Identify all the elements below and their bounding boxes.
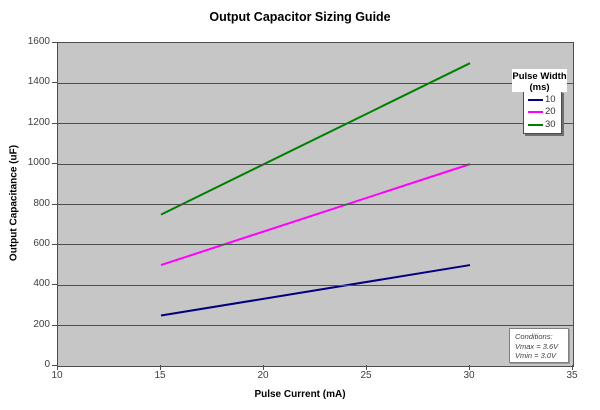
gridline [58, 82, 573, 84]
gridline [58, 325, 573, 327]
legend-entry: 20 [524, 106, 561, 118]
gridline [58, 244, 573, 246]
x-tick-mark [572, 365, 573, 370]
x-tick-label: 35 [566, 370, 578, 381]
legend-entry-label: 20 [545, 106, 556, 118]
legend-entry-label: 30 [545, 118, 556, 130]
gridline [58, 123, 573, 125]
legend-title: Pulse Width (ms) [512, 69, 567, 93]
y-tick-mark [52, 42, 57, 43]
y-tick-mark [52, 82, 57, 84]
x-tick-label: 10 [51, 370, 63, 381]
y-tick-label: 1600 [27, 36, 50, 47]
x-tick-label: 20 [257, 370, 269, 381]
y-tick-label: 600 [33, 237, 50, 249]
y-tick-label: 200 [33, 318, 50, 330]
legend-entry-label: 10 [545, 94, 556, 106]
conditions-line2: Vmax = 3.6V [515, 341, 559, 351]
legend-title-line1: Pulse Width [512, 71, 567, 82]
series-lines [160, 62, 471, 317]
gridline [58, 163, 573, 165]
y-tick-label: 400 [33, 278, 50, 290]
gridline [58, 204, 573, 205]
x-tick-mark [160, 365, 161, 370]
y-tick-mark [52, 324, 57, 326]
legend-line-swatch-20 [528, 111, 543, 114]
y-tick-label: 0 [44, 359, 50, 370]
legend-entry: 30 [524, 119, 561, 131]
legend-line-swatch-10 [528, 99, 543, 102]
y-tick-mark [52, 365, 57, 366]
series-line-10 [160, 264, 471, 317]
legend-line-swatch-30 [528, 123, 543, 126]
y-tick-mark [52, 203, 57, 205]
x-tick-mark [57, 365, 58, 370]
conditions-annotation: Conditions: Vmax = 3.6V Vmin = 3.0V [509, 328, 569, 363]
x-axis-title: Pulse Current (mA) [254, 389, 346, 400]
y-tick-label: 1000 [27, 157, 50, 169]
x-tick-label: 30 [463, 370, 475, 381]
series-line-20 [160, 163, 471, 267]
gridline [58, 284, 573, 286]
x-tick-mark [469, 365, 470, 370]
y-tick-mark [52, 163, 57, 165]
y-tick-label: 800 [33, 197, 50, 209]
legend-title-line2: (ms) [529, 82, 550, 93]
y-tick-mark [52, 243, 57, 245]
y-tick-label: 1200 [27, 116, 50, 128]
conditions-line3: Vmin = 3.0V [515, 351, 557, 360]
x-tick-label: 15 [154, 370, 166, 381]
y-tick-mark [52, 284, 57, 286]
plot-area [57, 42, 574, 367]
y-tick-mark [52, 122, 57, 124]
x-tick-label: 25 [360, 370, 372, 381]
series-line-30 [160, 62, 471, 216]
chart-title: Output Capacitor Sizing Guide [209, 10, 391, 24]
legend: 10 20 30 [523, 91, 562, 134]
y-tick-label: 1400 [27, 76, 50, 88]
conditions-line1: Conditions: [515, 332, 553, 341]
x-tick-mark [263, 365, 264, 370]
x-tick-mark [366, 365, 367, 370]
legend-entry: 10 [524, 94, 561, 106]
